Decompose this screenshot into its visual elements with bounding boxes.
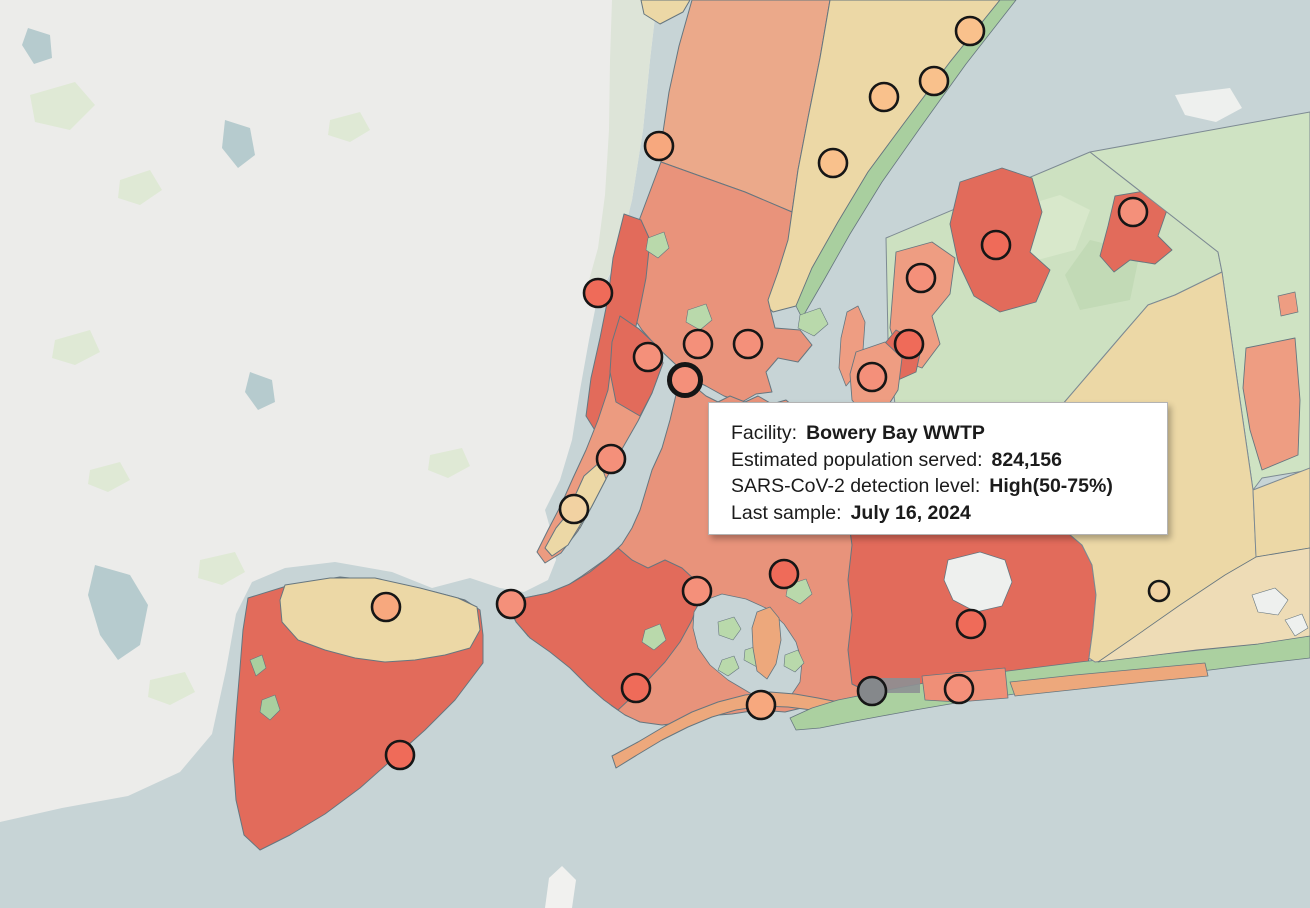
facility-marker[interactable] — [918, 65, 950, 97]
facility-tooltip: Facility: Bowery Bay WWTP Estimated popul… — [708, 402, 1168, 535]
lake — [22, 28, 52, 64]
tooltip-value: High(50-75%) — [989, 475, 1113, 497]
region[interactable] — [1242, 337, 1301, 471]
facility-marker[interactable] — [681, 575, 713, 607]
tooltip-value: July 16, 2024 — [850, 501, 971, 524]
facility-marker[interactable] — [595, 443, 627, 475]
facility-marker[interactable] — [582, 277, 614, 309]
facility-marker[interactable] — [856, 361, 888, 393]
tooltip-row-last-sample: Last sample: July 16, 2024 — [731, 500, 1157, 527]
facility-marker[interactable] — [558, 493, 590, 525]
facility-marker[interactable] — [955, 608, 987, 640]
facility-marker[interactable] — [384, 739, 416, 771]
facility-markers — [370, 15, 1171, 771]
facility-marker[interactable] — [495, 588, 527, 620]
facility-marker[interactable] — [817, 147, 849, 179]
region[interactable] — [640, 0, 691, 25]
facility-marker[interactable] — [732, 328, 764, 360]
facility-marker[interactable] — [943, 673, 975, 705]
tooltip-label: Facility: — [731, 422, 798, 444]
sandy-hook — [545, 866, 576, 908]
tooltip-label: SARS-CoV-2 detection level: — [731, 475, 981, 497]
facility-marker[interactable] — [980, 229, 1012, 261]
tooltip-row-detection: SARS-CoV-2 detection level: High(50-75%) — [731, 473, 1157, 500]
facility-marker[interactable] — [643, 130, 675, 162]
facility-marker[interactable] — [905, 262, 937, 294]
facility-marker[interactable] — [893, 328, 925, 360]
facility-marker-selected[interactable] — [667, 362, 703, 398]
facility-marker[interactable] — [954, 15, 986, 47]
tooltip-value: 824,156 — [991, 448, 1062, 471]
facility-marker[interactable] — [856, 675, 888, 707]
facility-marker[interactable] — [620, 672, 652, 704]
facility-marker[interactable] — [868, 81, 900, 113]
region[interactable] — [1097, 547, 1310, 663]
facility-marker[interactable] — [1147, 579, 1171, 603]
lake — [245, 372, 275, 410]
facility-marker[interactable] — [682, 328, 714, 360]
facility-marker[interactable] — [745, 689, 777, 721]
basemap-land — [0, 0, 1242, 908]
tooltip-label: Last sample: — [731, 501, 842, 524]
facility-marker[interactable] — [370, 591, 402, 623]
tooltip-label: Estimated population served: — [731, 448, 983, 471]
lake — [88, 565, 148, 660]
tooltip-value: Bowery Bay WWTP — [806, 422, 985, 444]
region[interactable] — [1252, 467, 1310, 558]
facility-marker[interactable] — [1117, 196, 1149, 228]
tooltip-row-facility: Facility: Bowery Bay WWTP — [731, 420, 1157, 447]
tooltip-row-population: Estimated population served: 824,156 — [731, 447, 1157, 474]
facility-marker[interactable] — [768, 558, 800, 590]
facility-marker[interactable] — [632, 341, 664, 373]
palisades-strip — [588, 0, 657, 292]
lake — [222, 120, 255, 168]
